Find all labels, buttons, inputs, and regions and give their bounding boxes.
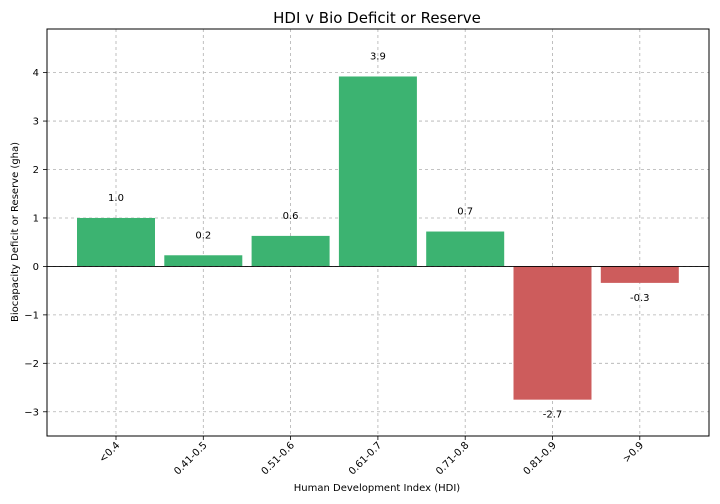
bar [251,235,330,267]
x-tick-label: >0.9 [621,440,646,465]
y-tick-label: 4 [33,68,39,79]
y-tick-label: 1 [33,213,39,224]
y-tick-label: 2 [33,165,39,176]
x-tick-label: 0.41-0.5 [172,440,209,477]
bar [77,217,155,267]
data-label: 0.7 [457,207,473,218]
bar [338,76,417,267]
x-axis-title: Human Development Index (HDI) [294,483,461,494]
x-tick-label: 0.61-0.7 [347,440,384,477]
y-axis-title: Biocapacity Deficit or Reserve (gha) [10,142,21,322]
data-label: -0.3 [630,293,650,304]
data-labels-layer: 1.0 0.2 0.6 3.9 0.7 -2.7 -0.3 [108,51,650,420]
data-label: 0.6 [283,211,299,222]
y-tick-label: −3 [24,407,39,418]
bar [600,266,679,283]
x-tick-label: 0.81-0.9 [522,440,559,477]
x-tick-label: 0.71-0.8 [434,440,471,477]
data-label: 3.9 [370,51,386,62]
bars-layer [77,76,679,400]
bar [164,255,243,267]
y-tick-label: 3 [33,117,39,128]
data-label: 0.2 [195,230,211,241]
y-tick-label: −1 [24,310,39,321]
data-label: -2.7 [543,410,563,421]
bar [426,231,505,267]
data-label: 1.0 [108,193,124,204]
y-tick-label: 0 [33,262,39,273]
y-tick-label: −2 [24,359,39,370]
x-tick-label: <0.4 [97,440,122,465]
x-tick-label: 0.51-0.6 [260,440,297,477]
bar [513,266,592,400]
chart-title: HDI v Bio Deficit or Reserve [273,9,481,27]
